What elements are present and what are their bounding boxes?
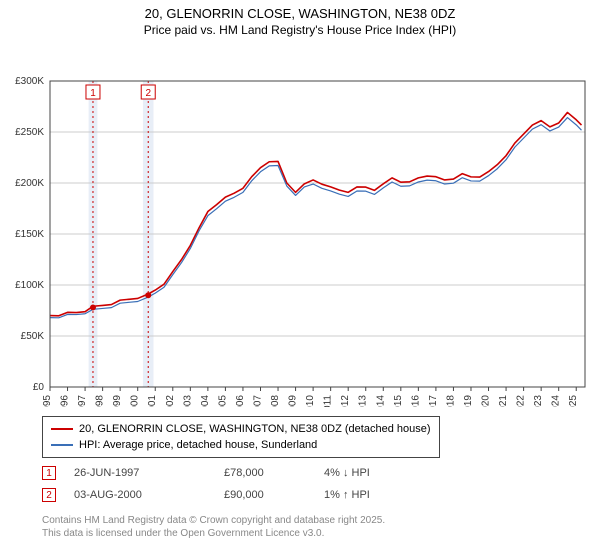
- svg-text:2021: 2021: [498, 395, 509, 407]
- svg-text:2022: 2022: [516, 395, 527, 407]
- svg-text:£100K: £100K: [15, 280, 44, 291]
- legend-item: 20, GLENORRIN CLOSE, WASHINGTON, NE38 0D…: [51, 421, 431, 437]
- svg-text:2005: 2005: [217, 395, 228, 407]
- svg-text:2003: 2003: [182, 395, 193, 407]
- sale-marker: 1: [42, 466, 56, 480]
- chart-title: 20, GLENORRIN CLOSE, WASHINGTON, NE38 0D…: [0, 0, 600, 21]
- legend-label: HPI: Average price, detached house, Sund…: [79, 437, 317, 453]
- chart-subtitle: Price paid vs. HM Land Registry's House …: [0, 21, 600, 37]
- chart-container: 20, GLENORRIN CLOSE, WASHINGTON, NE38 0D…: [0, 0, 600, 560]
- svg-text:£150K: £150K: [15, 229, 44, 240]
- svg-text:2020: 2020: [481, 395, 492, 407]
- svg-text:2002: 2002: [165, 395, 176, 407]
- svg-text:£250K: £250K: [15, 127, 44, 138]
- svg-text:1996: 1996: [60, 395, 71, 407]
- sale-date: 26-JUN-1997: [74, 467, 224, 479]
- svg-text:2015: 2015: [393, 395, 404, 407]
- svg-text:2010: 2010: [305, 395, 316, 407]
- svg-text:2016: 2016: [410, 395, 421, 407]
- svg-text:£200K: £200K: [15, 178, 44, 189]
- svg-text:2017: 2017: [428, 395, 439, 407]
- svg-text:2001: 2001: [147, 395, 158, 407]
- sales-table: 1 26-JUN-1997£78,0004% ↓ HPI 2 03-AUG-2000£…: [42, 462, 414, 506]
- svg-text:1997: 1997: [77, 395, 88, 407]
- sale-row: 2 03-AUG-2000£90,0001% ↑ HPI: [42, 484, 414, 506]
- svg-text:2018: 2018: [445, 395, 456, 407]
- sale-date: 03-AUG-2000: [74, 489, 224, 501]
- sale-price: £78,000: [224, 467, 324, 479]
- svg-text:2008: 2008: [270, 395, 281, 407]
- svg-text:2004: 2004: [200, 395, 211, 407]
- svg-text:2014: 2014: [375, 395, 386, 407]
- sale-row: 1 26-JUN-1997£78,0004% ↓ HPI: [42, 462, 414, 484]
- svg-text:2: 2: [145, 88, 151, 99]
- sale-price: £90,000: [224, 489, 324, 501]
- footer-line1: Contains HM Land Registry data © Crown c…: [42, 514, 385, 527]
- footer-attribution: Contains HM Land Registry data © Crown c…: [42, 514, 385, 540]
- svg-text:2000: 2000: [130, 395, 141, 407]
- sale-hpi: 1% ↑ HPI: [324, 489, 414, 501]
- legend-box: 20, GLENORRIN CLOSE, WASHINGTON, NE38 0D…: [42, 416, 440, 458]
- svg-text:2023: 2023: [533, 395, 544, 407]
- svg-text:2024: 2024: [551, 395, 562, 407]
- svg-text:1998: 1998: [95, 395, 106, 407]
- svg-text:2013: 2013: [358, 395, 369, 407]
- svg-text:£300K: £300K: [15, 76, 44, 87]
- svg-text:2009: 2009: [288, 395, 299, 407]
- legend-swatch: [51, 444, 73, 446]
- svg-text:2011: 2011: [323, 395, 334, 407]
- svg-text:2025: 2025: [568, 395, 579, 407]
- svg-text:£0: £0: [33, 382, 45, 393]
- price-chart: £0 £50K £100K £150K £200K £250K £300K 1 2 1995 199…: [0, 37, 600, 407]
- svg-text:£50K: £50K: [21, 331, 45, 342]
- legend-swatch: [51, 428, 73, 430]
- legend-item: HPI: Average price, detached house, Sund…: [51, 437, 431, 453]
- sale-marker: 2: [42, 488, 56, 502]
- legend-label: 20, GLENORRIN CLOSE, WASHINGTON, NE38 0D…: [79, 421, 431, 437]
- svg-text:2012: 2012: [340, 395, 351, 407]
- svg-text:2006: 2006: [235, 395, 246, 407]
- svg-text:2019: 2019: [463, 395, 474, 407]
- svg-text:1995: 1995: [42, 395, 53, 407]
- svg-text:1999: 1999: [112, 395, 123, 407]
- sale-hpi: 4% ↓ HPI: [324, 467, 414, 479]
- svg-text:1: 1: [90, 88, 96, 99]
- svg-text:2007: 2007: [252, 395, 263, 407]
- footer-line2: This data is licensed under the Open Gov…: [42, 527, 385, 540]
